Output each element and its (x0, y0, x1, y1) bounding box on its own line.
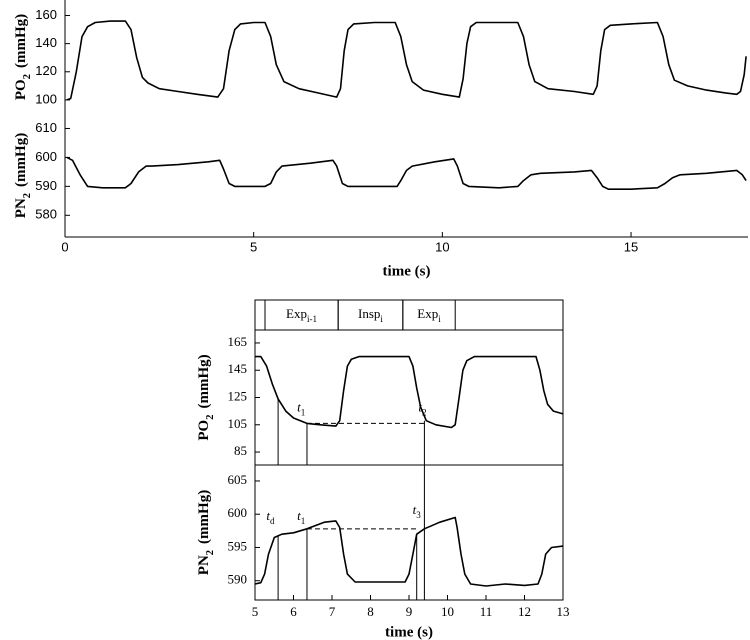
y-tick-label: 600 (228, 505, 248, 520)
x-tick-label: 0 (61, 239, 68, 254)
annotation-sub: 3 (416, 510, 421, 520)
y-axis-label: PO2 (mmHg) (196, 354, 215, 440)
annotation-main: t (297, 508, 301, 523)
y-tick-label: 85 (234, 443, 247, 458)
y-axis-label-main: PO (196, 420, 212, 441)
data-line (66, 20, 747, 101)
annotation-main: t (297, 399, 301, 414)
y-axis-label-main: PN (196, 555, 212, 575)
phase-label-sub: i-1 (307, 314, 317, 324)
y-tick-label: 590 (35, 178, 57, 193)
y-tick-label: 160 (35, 7, 57, 22)
x-tick-label: 9 (406, 604, 413, 619)
data-line (66, 156, 747, 190)
annotation-sub: 2 (422, 408, 427, 418)
phase-label-sub: i (380, 314, 383, 324)
annotation-sub: 1 (301, 516, 306, 526)
y-tick-label: 580 (35, 207, 57, 222)
y-axis-label: PN2 (mmHg) (196, 490, 215, 575)
phase-label-main: Exp (417, 306, 438, 321)
phase-label-main: Exp (286, 306, 307, 321)
annotation-sub: d (270, 516, 275, 526)
y-tick-label: 105 (228, 416, 248, 431)
x-tick-label: 12 (518, 604, 531, 619)
y-axis-label-unit: (mmHg) (13, 14, 29, 68)
phase-label-sub: i (438, 314, 441, 324)
y-axis-label-main: PO (13, 79, 29, 100)
y-axis-label-unit: (mmHg) (196, 354, 212, 408)
phase-label-main: Insp (358, 306, 380, 321)
y-axis-label-sub: 2 (205, 415, 216, 420)
x-tick-label: 7 (329, 604, 336, 619)
y-tick-label: 145 (228, 361, 248, 376)
annotation-main: t (266, 508, 270, 523)
x-tick-label: 11 (480, 604, 493, 619)
y-axis-label-sub: 2 (22, 193, 33, 198)
x-tick-label: 8 (367, 604, 374, 619)
y-tick-label: 605 (228, 472, 248, 487)
y-tick-label: 125 (228, 388, 248, 403)
x-tick-label: 15 (624, 239, 638, 254)
y-tick-label: 595 (228, 538, 248, 553)
y-tick-label: 100 (35, 91, 57, 106)
x-axis-label: time (s) (385, 624, 433, 640)
x-tick-label: 5 (252, 604, 259, 619)
x-tick-label: 10 (441, 604, 454, 619)
data-line (254, 516, 564, 587)
data-line (255, 355, 564, 429)
y-axis-label: PO2 (mmHg) (13, 14, 32, 100)
phase-label: Expi-1 (286, 306, 317, 324)
x-tick-label: 10 (435, 239, 449, 254)
y-axis-label-main: PN (13, 198, 29, 218)
lower-frame (254, 299, 564, 601)
x-tick-label: 6 (290, 604, 297, 619)
x-tick-label: 5 (250, 239, 257, 254)
annotation: td (266, 508, 275, 526)
phase-label: Expi (417, 306, 441, 324)
annotation-main: t (413, 502, 417, 517)
x-tick-label: 13 (557, 604, 570, 619)
y-axis-label-unit: (mmHg) (196, 490, 212, 544)
x-axis-label: time (s) (383, 263, 431, 279)
annotation: t1 (297, 508, 305, 526)
y-tick-label: 165 (228, 334, 248, 349)
phase-label: Inspi (358, 306, 383, 324)
y-tick-label: 610 (35, 120, 57, 135)
y-axis-label: PN2 (mmHg) (13, 133, 32, 218)
y-tick-label: 590 (228, 572, 248, 587)
y-axis-label-sub: 2 (22, 74, 33, 79)
y-tick-label: 140 (35, 35, 57, 50)
y-axis-label-sub: 2 (205, 550, 216, 555)
y-tick-label: 600 (35, 149, 57, 164)
annotation-sub: 1 (301, 408, 306, 418)
y-axis-label-unit: (mmHg) (13, 133, 29, 187)
y-tick-label: 120 (35, 63, 57, 78)
annotation: t1 (297, 399, 305, 417)
annotation: t3 (413, 502, 422, 520)
